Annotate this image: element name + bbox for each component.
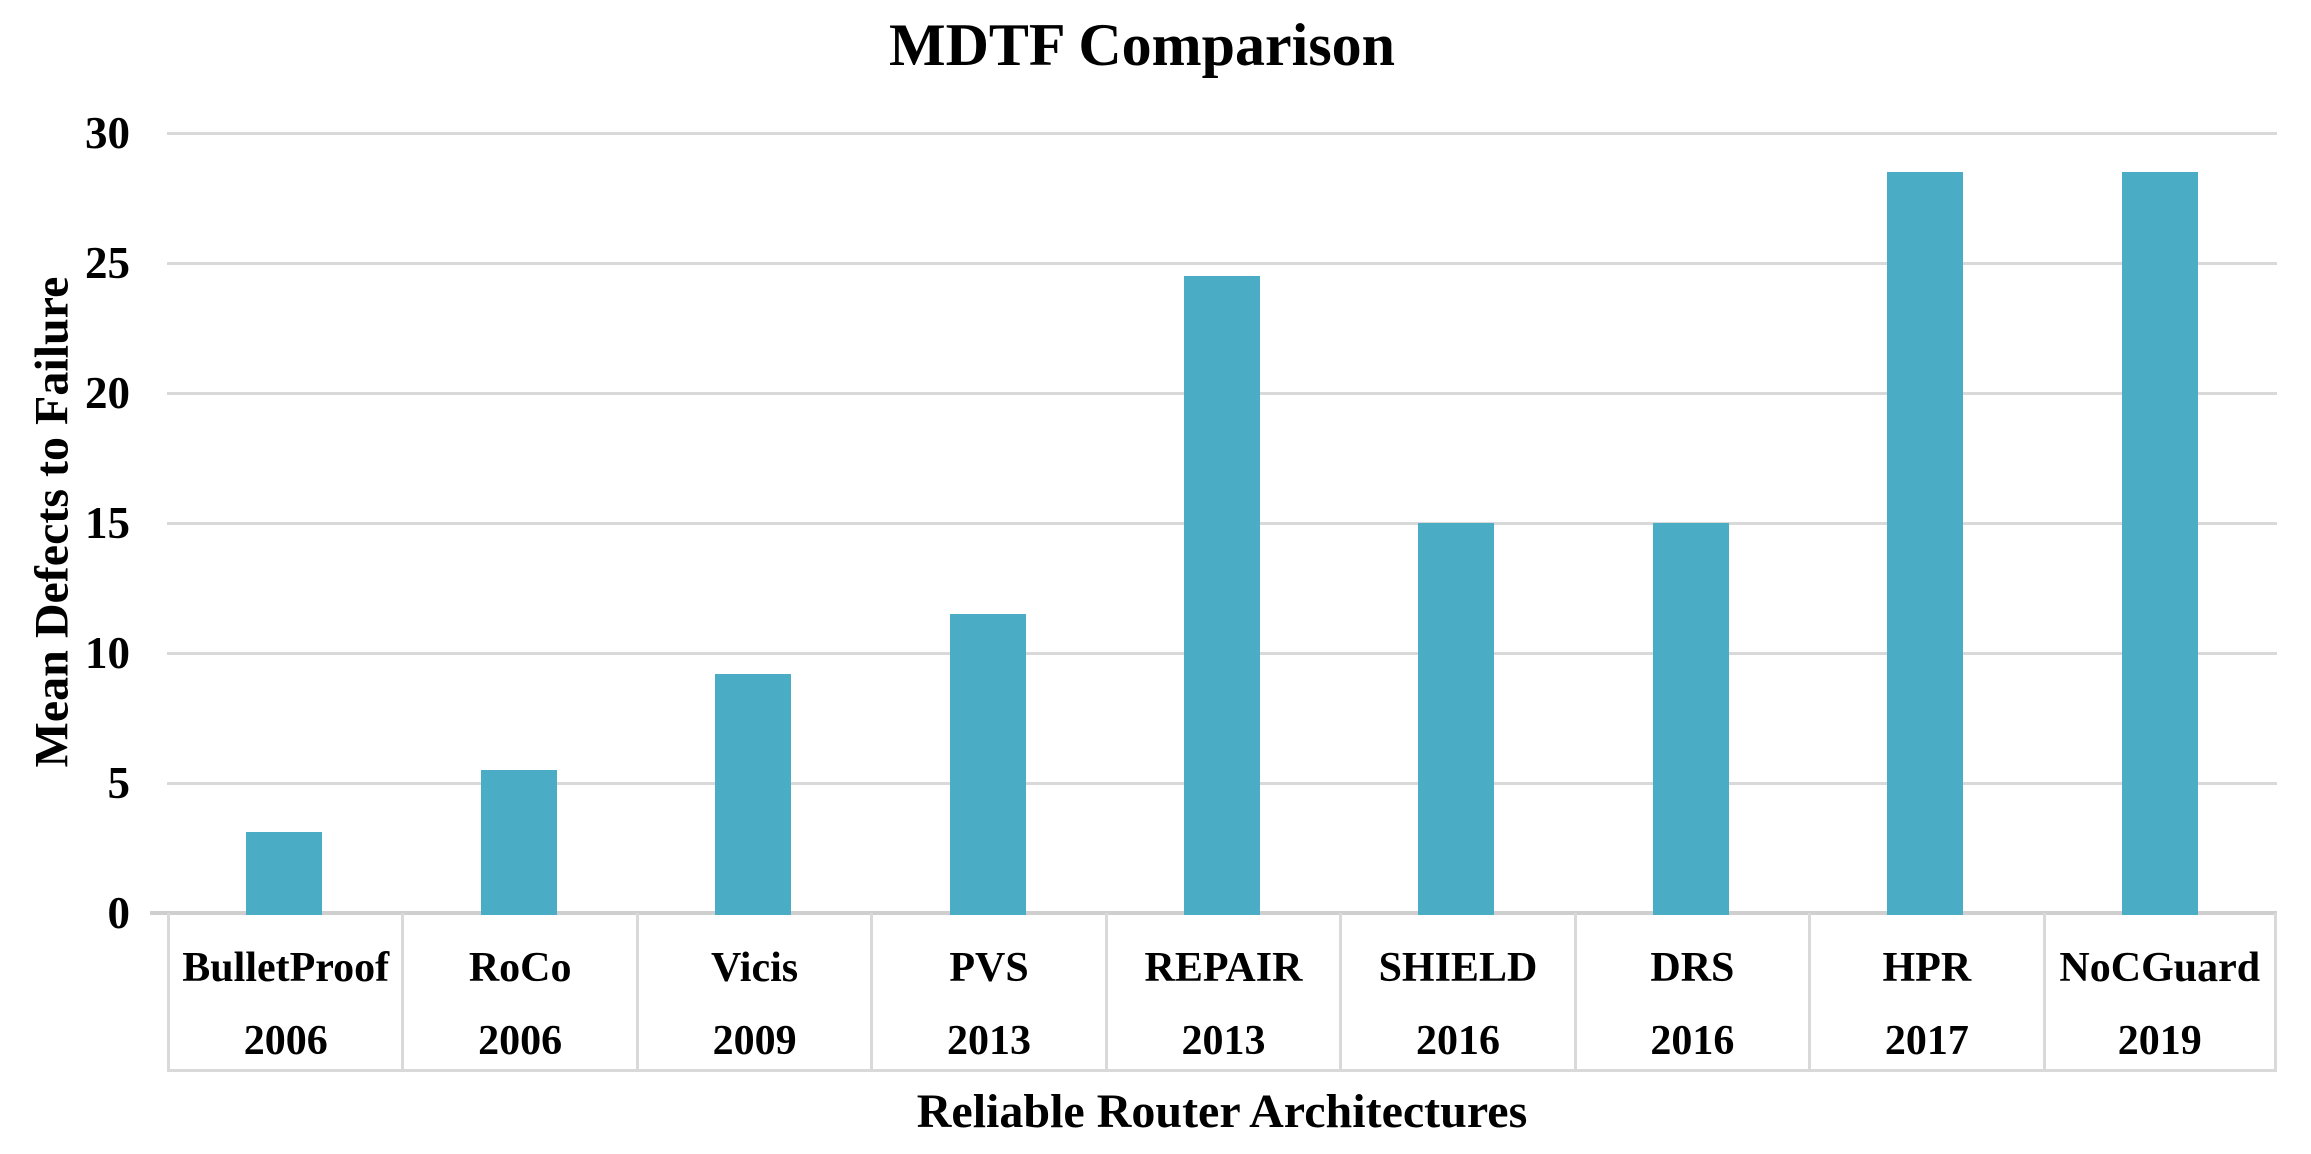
bar-vicis [715,673,792,915]
category-cell-hpr: HPR 2017 [1808,913,2043,1072]
category-year-label: 2006 [243,1018,328,1064]
y-tick-label-5: 5 [107,758,131,808]
category-cell-bulletproof: BulletProof 2006 [167,913,402,1072]
bar-hpr [1887,172,1964,915]
y-tick-label-30: 30 [85,108,130,158]
bar-repair [1184,276,1260,915]
category-year-label: 2013 [1181,1018,1266,1064]
y-tick-label-15: 15 [85,498,130,548]
category-cell-pvs: PVS 2013 [870,913,1105,1072]
gridline-y30 [167,132,2277,135]
category-year-label: 2016 [1415,1018,1500,1064]
x-axis-title: Reliable Router Architectures [916,1085,1528,1138]
category-cell-repair: REPAIR 2013 [1104,913,1340,1072]
category-year-label: 2017 [1884,1018,1969,1064]
y-tick-label-20: 20 [85,368,130,418]
category-label: PVS [949,945,1029,991]
category-cell-drs: DRS 2016 [1573,913,1809,1072]
category-year-label: 2006 [478,1018,563,1064]
category-label: HPR [1882,945,1972,991]
y-tick-label-25: 25 [85,238,130,288]
bar-shield [1418,523,1495,915]
category-cell-roco: RoCo 2006 [401,913,636,1072]
category-label: SHIELD [1378,945,1538,991]
category-cell-shield: SHIELD 2016 [1339,913,1574,1072]
category-year-label: 2019 [2117,1018,2202,1064]
bar-bulletproof [246,832,323,915]
bar-pvs [949,614,1026,915]
category-year-label: 2016 [1650,1018,1735,1064]
category-label: DRS [1650,945,1735,991]
y-tick-label-0: 0 [107,888,131,938]
bar-drs [1652,523,1729,915]
category-label: NoCGuard [2059,945,2261,991]
chart-title: MDTF Comparison [888,12,1396,78]
bar-roco [480,770,557,915]
category-cell-vicis: Vicis 2009 [635,913,871,1072]
category-label: BulletProof [182,945,390,991]
category-year-label: 2013 [947,1018,1032,1064]
category-label: Vicis [711,945,799,991]
category-label: REPAIR [1144,945,1303,991]
y-tick-label-10: 10 [85,628,130,678]
bar-nocguard [2121,172,2198,915]
gridline-y25 [167,262,2277,265]
category-year-label: 2009 [712,1018,797,1064]
category-cell-nocguard: NoCGuard 2019 [2042,913,2277,1072]
category-label: RoCo [468,945,572,991]
